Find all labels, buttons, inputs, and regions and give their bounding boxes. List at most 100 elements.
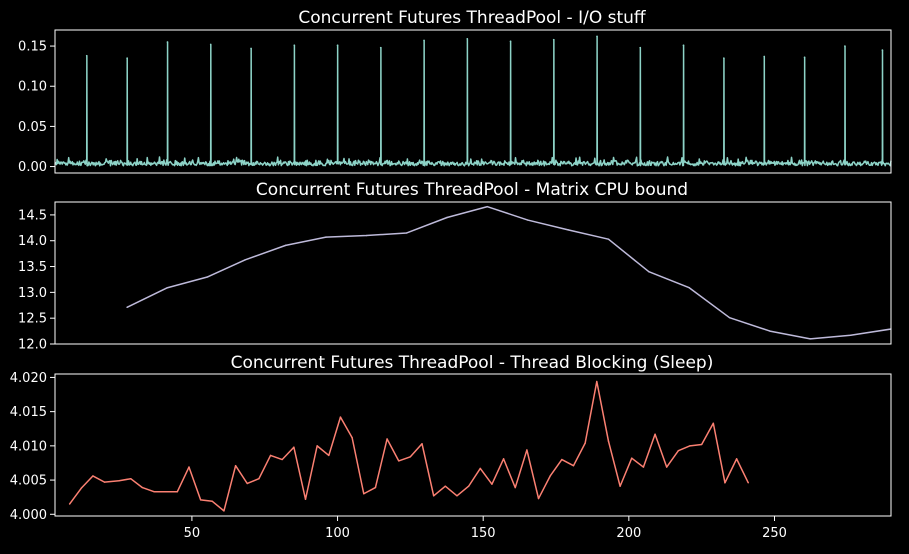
matrix-chart-title: Concurrent Futures ThreadPool - Matrix C…	[256, 180, 688, 200]
matrix-chart-y-tick-label: 14.5	[18, 208, 47, 223]
sleep-chart-data-point	[537, 497, 540, 500]
matrix-chart-y-tick-label: 14.0	[18, 234, 47, 249]
io-chart-spike-point	[881, 49, 884, 51]
io-chart-spike-point	[803, 56, 806, 59]
io-chart-spike-point	[763, 55, 765, 58]
sleep-chart-data-point	[572, 465, 575, 467]
matrix-chart-data-point	[486, 205, 489, 208]
matrix-chart-data-point	[365, 234, 368, 237]
matrix-chart-y-tick-label: 13.5	[18, 260, 47, 275]
io-chart-frame	[54, 29, 892, 174]
matrix-chart-data-point	[405, 232, 408, 234]
matrix-chart-data-point	[849, 334, 852, 336]
io-chart-panel: Concurrent Futures ThreadPool - I/O stuf…	[18, 8, 892, 175]
matrix-chart-data-point	[607, 238, 610, 240]
io-chart-y-tick-label: 0.10	[18, 80, 47, 95]
sleep-chart-data-point	[293, 446, 295, 448]
sleep-chart-data-point	[304, 498, 307, 500]
io-chart-spike-point	[639, 46, 641, 49]
sleep-chart-data-point	[258, 478, 260, 480]
sleep-chart-series-line	[68, 380, 749, 512]
sleep-chart-y-tick-label: 4.000	[10, 508, 47, 523]
matrix-chart-series-line	[126, 205, 892, 340]
sleep-chart-data-point	[339, 416, 342, 418]
io-chart-spike-point	[723, 57, 725, 59]
io-chart-y-tick-label: 0.00	[18, 160, 47, 175]
matrix-chart-data-point	[284, 244, 287, 247]
io-chart-spike-point	[250, 47, 252, 50]
matrix-chart-panel: Concurrent Futures ThreadPool - Matrix C…	[18, 180, 892, 353]
sleep-chart-x-tick-label: 250	[762, 526, 787, 541]
matrix-chart-data-point	[126, 306, 128, 309]
sleep-chart-data-point	[654, 433, 656, 435]
sleep-chart-data-point	[80, 487, 82, 489]
io-chart-baseline-line	[54, 35, 892, 167]
matrix-chart-data-point	[728, 316, 731, 319]
io-chart-spike-point	[423, 39, 425, 42]
sleep-chart-data-point	[316, 445, 318, 447]
io-chart-spike-point	[379, 46, 382, 49]
sleep-chart-data-point	[409, 456, 412, 458]
matrix-chart-data-point	[244, 259, 246, 261]
sleep-chart-x-tick-label: 150	[471, 526, 496, 541]
sleep-chart-data-point	[619, 485, 621, 487]
matrix-chart-data-point	[567, 229, 569, 231]
matrix-chart-y-axis: 12.0 12.5 13.0 13.5 14.0 14.5	[18, 208, 55, 353]
sleep-chart-data-point	[374, 486, 377, 489]
matrix-chart-y-tick-label: 12.0	[18, 338, 47, 353]
sleep-chart-data-point	[607, 440, 610, 442]
sleep-chart-data-point	[700, 443, 703, 446]
io-chart-y-tick-label: 0.05	[18, 120, 47, 135]
sleep-chart-data-point	[211, 500, 213, 502]
sleep-chart-data-point	[596, 380, 598, 383]
io-chart-spike-point	[126, 57, 128, 59]
matrix-chart-data-point	[769, 330, 771, 332]
sleep-chart-x-tick-label: 100	[325, 526, 350, 541]
sleep-chart-data-point	[328, 454, 330, 457]
sleep-chart-data-point	[677, 449, 680, 452]
sleep-chart-data-point	[631, 457, 633, 459]
io-chart-y-tick-label: 0.15	[18, 40, 47, 55]
sleep-chart-data-point	[467, 485, 470, 487]
sleep-chart-data-point	[502, 458, 505, 460]
sleep-chart-data-point	[164, 491, 167, 493]
sleep-chart-y-tick-label: 4.010	[10, 439, 47, 454]
sleep-chart-data-point	[386, 438, 388, 440]
sleep-chart-data-point	[735, 458, 738, 460]
sleep-chart-data-point	[398, 460, 400, 462]
sleep-chart-data-point	[549, 475, 551, 477]
sleep-chart-title: Concurrent Futures ThreadPool - Thread B…	[231, 353, 714, 373]
io-chart-spike-point	[552, 38, 555, 41]
sleep-chart-data-point	[223, 510, 225, 512]
sleep-chart-data-point	[68, 503, 71, 505]
sleep-chart-panel: Concurrent Futures ThreadPool - Thread B…	[10, 353, 892, 541]
io-chart-spike-point	[336, 44, 339, 47]
matrix-chart-y-tick-label: 13.0	[18, 286, 47, 301]
io-chart-spike-point	[166, 41, 169, 43]
sleep-chart-data-point	[642, 466, 645, 468]
io-chart-spike-point	[466, 38, 469, 40]
matrix-chart-y-tick-label: 12.5	[18, 312, 47, 327]
sleep-chart-data-point	[351, 436, 353, 439]
sleep-chart-data-point	[666, 466, 668, 468]
io-chart-spike-point	[596, 35, 598, 38]
sleep-chart-data-point	[153, 491, 155, 493]
sleep-chart-data-point	[176, 491, 179, 493]
matrix-chart-data-point	[446, 216, 448, 219]
matrix-chart-data-point	[207, 276, 209, 278]
sleep-chart-data-point	[234, 465, 237, 467]
sleep-chart-y-axis: 4.000 4.005 4.010 4.015 4.020	[10, 371, 55, 523]
sleep-chart-data-point	[92, 475, 94, 477]
sleep-chart-data-point	[491, 483, 493, 485]
sleep-chart-plot-area	[68, 380, 749, 512]
sleep-chart-data-point	[199, 499, 202, 501]
sleep-chart-data-point	[724, 482, 726, 484]
matrix-chart-frame	[54, 201, 892, 345]
matrix-chart-data-point	[166, 287, 169, 289]
io-chart-spike-point	[85, 54, 88, 57]
sleep-chart-data-point	[269, 454, 272, 457]
matrix-chart-data-point	[688, 287, 690, 289]
io-chart-spike-point	[509, 40, 512, 43]
sleep-chart-data-point	[747, 482, 749, 484]
